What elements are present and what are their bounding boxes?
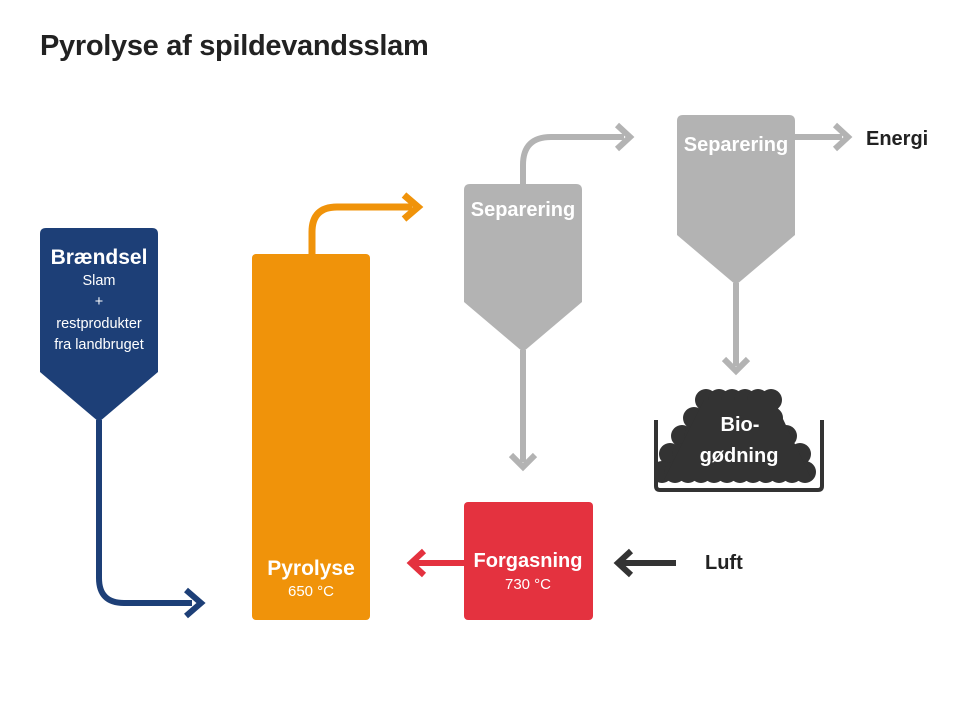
- fuel-line-4: fra landbruget: [54, 337, 143, 353]
- pyrolysis-reactor: [252, 254, 370, 620]
- fuel-line-1: Slam: [82, 273, 115, 289]
- gasification-node: Forgasning 730 °C: [406, 502, 593, 620]
- diagram-title: Pyrolyse af spildevandsslam: [40, 30, 429, 62]
- fertilizer-heap: [655, 389, 816, 483]
- gasification-title: Forgasning: [474, 550, 583, 572]
- separation-1-title: Separering: [471, 199, 575, 221]
- fuel-line-3: restprodukter: [56, 316, 142, 332]
- fuel-node: Brændsel Slam + restprodukter fra landbr…: [40, 228, 158, 422]
- pyrolysis-node: Pyrolyse 650 °C: [252, 192, 424, 620]
- fuel-line-2: +: [95, 294, 103, 310]
- separation-2-shape: [677, 115, 795, 285]
- fuel-to-pyrolysis-arrow: [96, 420, 206, 619]
- separation-1-output-arrow: [520, 134, 624, 186]
- air-input: Luft: [613, 548, 743, 578]
- fertilizer-line-2: gødning: [700, 445, 779, 467]
- energy-label: Energi: [866, 128, 928, 150]
- fuel-shape: [40, 228, 158, 422]
- separation-1-node: Separering: [464, 122, 635, 472]
- gasification-temp: 730 °C: [505, 576, 551, 593]
- gasification-reactor: [464, 502, 593, 620]
- separation-1-shape: [464, 184, 582, 352]
- pyrolysis-title: Pyrolyse: [267, 557, 355, 580]
- separation-2-node: Separering: [677, 115, 853, 376]
- separation-2-title: Separering: [684, 134, 788, 156]
- pyrolysis-temp: 650 °C: [288, 583, 334, 600]
- fertilizer-container: [654, 420, 824, 492]
- fertilizer-node: Bio- gødning: [654, 389, 824, 492]
- fuel-title: Brændsel: [51, 246, 148, 269]
- fertilizer-line-1: Bio-: [721, 414, 760, 436]
- pyrolysis-output-arrow: [308, 203, 412, 256]
- air-label: Luft: [705, 552, 743, 574]
